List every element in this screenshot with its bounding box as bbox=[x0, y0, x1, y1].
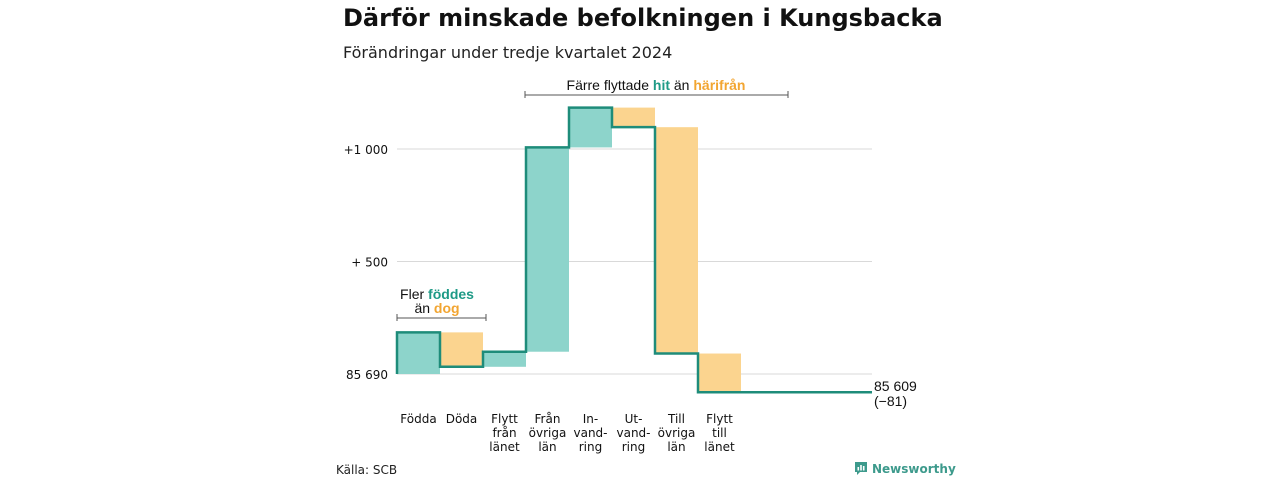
chart-title: Därför minskade befolkningen i Kungsback… bbox=[343, 4, 943, 32]
end-change-label: (−81) bbox=[874, 393, 907, 409]
x-category-label: In- bbox=[583, 412, 598, 426]
x-category-label: vand- bbox=[573, 426, 607, 440]
running-total-path bbox=[395, 106, 872, 394]
x-category-label: länet bbox=[489, 440, 520, 454]
running-total-line bbox=[395, 106, 872, 394]
svg-text:än dog: än dog bbox=[414, 300, 459, 316]
annotation-left-deaths: dog bbox=[434, 300, 460, 316]
svg-text:Fler föddes: Fler föddes bbox=[400, 286, 474, 302]
annotation-left-births: föddes bbox=[428, 286, 474, 302]
bar-flytt-till-länet bbox=[698, 353, 741, 393]
bar-ut-vandring bbox=[612, 107, 655, 128]
x-category-label: län bbox=[667, 440, 685, 454]
bars bbox=[397, 107, 741, 393]
annotation-right-hit: hit bbox=[653, 77, 670, 93]
annotation-migration: Färre flyttade hit än härifrån bbox=[524, 77, 789, 98]
annotation-right-harifran: härifrån bbox=[693, 77, 745, 93]
x-category-label: vand- bbox=[616, 426, 650, 440]
bar-från-övriga-län bbox=[526, 147, 569, 352]
gridlines bbox=[397, 148, 872, 375]
x-category-label: från bbox=[492, 426, 516, 440]
bar-till-övriga-län bbox=[655, 127, 698, 354]
x-category-label: länet bbox=[704, 440, 735, 454]
x-category-label: Födda bbox=[400, 412, 436, 426]
x-category-label: till bbox=[712, 426, 727, 440]
x-category-label: Från bbox=[535, 412, 561, 426]
x-category-label: övriga bbox=[658, 426, 696, 440]
chart-subtitle: Förändringar under tredje kvartalet 2024 bbox=[343, 43, 673, 62]
bar-flytt-från-länet bbox=[483, 351, 526, 367]
x-category-label: övriga bbox=[529, 426, 567, 440]
y-tick-label: 85 690 bbox=[346, 368, 388, 382]
newsworthy-logo-icon bbox=[855, 462, 867, 475]
bar-döda bbox=[440, 332, 483, 367]
annotation-right-text1: Färre flyttade bbox=[567, 77, 653, 93]
x-category-label: ring bbox=[622, 440, 646, 454]
x-category-label: ring bbox=[579, 440, 603, 454]
annotation-births-deaths: Fler föddes än dog bbox=[396, 286, 487, 321]
x-category-label: Flytt bbox=[706, 412, 733, 426]
annotation-left-text: Fler bbox=[400, 286, 428, 302]
y-tick-label: + 500 bbox=[351, 256, 388, 270]
bar-in-vandring bbox=[569, 107, 612, 148]
x-category-label: Flytt bbox=[491, 412, 518, 426]
source-note: Källa: SCB bbox=[336, 463, 398, 477]
annotation-left-text2: än bbox=[414, 300, 433, 316]
bar-födda bbox=[397, 332, 440, 374]
brand-logo: Newsworthy bbox=[854, 461, 956, 476]
y-tick-label: +1 000 bbox=[344, 143, 388, 157]
end-value-label: 85 609 bbox=[874, 378, 917, 394]
x-category-label: Ut- bbox=[625, 412, 643, 426]
x-category-label: län bbox=[538, 440, 556, 454]
brand-name: Newsworthy bbox=[872, 461, 956, 476]
x-category-label: Döda bbox=[446, 412, 478, 426]
x-category-label: Till bbox=[667, 412, 685, 426]
annotation-right-text2: än bbox=[670, 77, 693, 93]
svg-text:Färre flyttade hit än härifrån: Färre flyttade hit än härifrån bbox=[567, 77, 746, 93]
